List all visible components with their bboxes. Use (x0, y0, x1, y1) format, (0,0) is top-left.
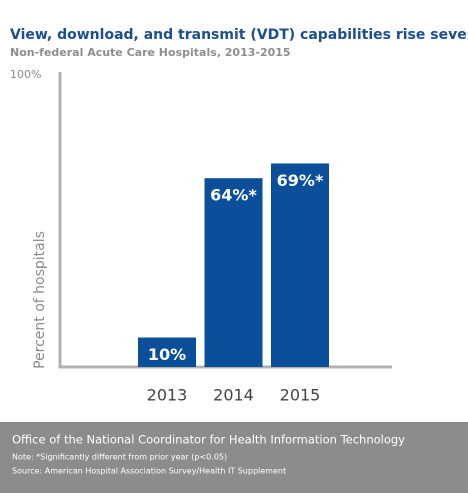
bar (204, 178, 263, 367)
footer-band (0, 422, 468, 493)
x-tick-label: 2014 (213, 386, 254, 405)
y-tick-label: 100% (10, 68, 41, 81)
footer-note: Note: *Significantly different from prio… (12, 453, 227, 462)
footer-title: Office of the National Coordinator for H… (12, 433, 405, 447)
value-label: 69%* (277, 171, 324, 190)
x-tick-label: 2015 (280, 386, 321, 405)
y-axis-title: Percent of hospitals (32, 231, 48, 369)
footer-source: Source: American Hospital Association Su… (12, 467, 286, 476)
bar (271, 163, 329, 367)
value-label: 10% (148, 345, 186, 364)
chart-title: View, download, and transmit (VDT) capab… (10, 27, 468, 43)
chart-subtitle: Non-federal Acute Care Hospitals, 2013-2… (10, 46, 291, 59)
bar (138, 337, 196, 367)
value-label: 64%* (210, 186, 257, 205)
x-tick-label: 2013 (147, 386, 188, 405)
